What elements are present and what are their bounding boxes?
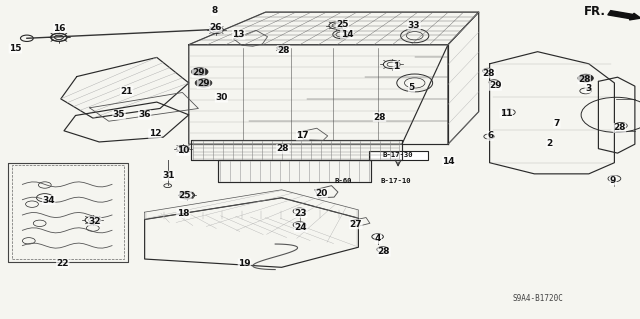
FancyArrow shape bbox=[608, 11, 640, 20]
Text: 4: 4 bbox=[375, 234, 381, 243]
Text: 24: 24 bbox=[294, 223, 307, 232]
Text: 12: 12 bbox=[148, 129, 161, 138]
Text: 8: 8 bbox=[211, 6, 218, 15]
Text: B-17-30: B-17-30 bbox=[383, 152, 413, 158]
Text: 27: 27 bbox=[349, 220, 362, 229]
Text: 34: 34 bbox=[42, 196, 55, 204]
Text: B-17-10: B-17-10 bbox=[380, 178, 411, 184]
Text: 21: 21 bbox=[120, 87, 133, 96]
Text: 30: 30 bbox=[215, 93, 228, 102]
Text: FR.: FR. bbox=[584, 5, 605, 18]
Text: 28: 28 bbox=[373, 113, 386, 122]
Text: 33: 33 bbox=[408, 21, 420, 30]
Text: 10: 10 bbox=[177, 146, 189, 155]
Text: 16: 16 bbox=[53, 24, 66, 33]
Text: 28: 28 bbox=[378, 247, 390, 256]
Text: 35: 35 bbox=[113, 110, 125, 119]
Text: 25: 25 bbox=[336, 20, 349, 29]
Text: B-60: B-60 bbox=[334, 178, 352, 184]
Text: 14: 14 bbox=[340, 30, 353, 39]
Text: 28: 28 bbox=[277, 46, 290, 55]
Text: 18: 18 bbox=[177, 209, 189, 218]
Text: 9: 9 bbox=[610, 176, 616, 185]
Text: 7: 7 bbox=[554, 119, 560, 128]
Text: 26: 26 bbox=[209, 23, 222, 32]
Text: 5: 5 bbox=[408, 83, 415, 92]
Text: 28: 28 bbox=[276, 145, 289, 153]
Text: 23: 23 bbox=[294, 209, 307, 218]
Text: 3: 3 bbox=[585, 84, 591, 93]
Text: 14: 14 bbox=[442, 157, 455, 166]
Circle shape bbox=[195, 79, 212, 87]
Circle shape bbox=[578, 74, 593, 82]
Text: 6: 6 bbox=[487, 131, 493, 140]
Text: 28: 28 bbox=[483, 69, 495, 78]
Text: 31: 31 bbox=[162, 171, 175, 180]
Text: 28: 28 bbox=[578, 75, 591, 84]
Text: 13: 13 bbox=[232, 30, 245, 39]
Text: S9A4-B1720C: S9A4-B1720C bbox=[512, 294, 563, 303]
Text: 11: 11 bbox=[500, 109, 513, 118]
Text: 22: 22 bbox=[56, 259, 69, 268]
Text: 29: 29 bbox=[489, 81, 502, 90]
Text: 1: 1 bbox=[393, 62, 399, 70]
FancyBboxPatch shape bbox=[369, 151, 428, 160]
Text: 28: 28 bbox=[613, 123, 626, 132]
Text: 25: 25 bbox=[179, 191, 191, 200]
Text: 2: 2 bbox=[547, 139, 553, 148]
Text: 29: 29 bbox=[197, 79, 210, 88]
Circle shape bbox=[191, 68, 208, 76]
Text: 15: 15 bbox=[9, 44, 22, 53]
Text: 20: 20 bbox=[315, 189, 328, 198]
Text: 32: 32 bbox=[88, 217, 101, 226]
Text: 19: 19 bbox=[238, 259, 251, 268]
Text: 36: 36 bbox=[138, 110, 151, 119]
Text: 17: 17 bbox=[296, 131, 309, 140]
Text: 29: 29 bbox=[192, 68, 205, 77]
